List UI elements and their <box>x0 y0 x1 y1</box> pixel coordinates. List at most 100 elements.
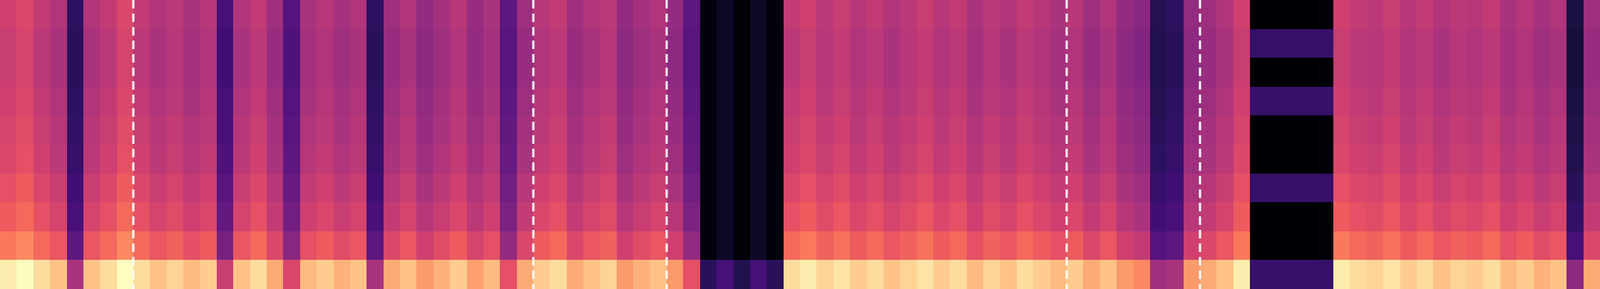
heatmap-cell <box>1200 173 1218 204</box>
heatmap-cell <box>1349 202 1367 232</box>
heatmap-cell <box>1249 202 1268 232</box>
heatmap-cell <box>733 57 751 87</box>
heatmap-cell <box>800 29 818 59</box>
heatmap-cell <box>650 115 668 145</box>
heatmap-cell <box>650 173 668 204</box>
heatmap-cell <box>1566 29 1584 59</box>
heatmap-cell <box>449 57 468 87</box>
heatmap-cell <box>1066 144 1084 174</box>
heatmap-cell <box>416 57 434 87</box>
heatmap-cell <box>899 202 917 232</box>
heatmap-cell <box>1233 202 1251 232</box>
heatmap-cell <box>416 115 434 145</box>
heatmap-cell <box>700 86 718 117</box>
heatmap-cell <box>200 57 218 87</box>
heatmap-cell <box>883 202 901 232</box>
heatmap-cell <box>99 29 117 59</box>
heatmap-cell <box>1116 29 1134 59</box>
heatmap-cell <box>1466 260 1484 289</box>
heatmap-cell <box>200 260 218 289</box>
heatmap-cell <box>149 202 167 232</box>
heatmap-cell <box>566 115 584 145</box>
heatmap-cell <box>1566 0 1584 30</box>
heatmap-cell <box>867 260 885 289</box>
heatmap-cell <box>0 29 18 59</box>
heatmap-cell <box>1433 144 1451 174</box>
heatmap-cell <box>1166 0 1184 30</box>
heatmap-cell <box>733 260 751 289</box>
heatmap-cell <box>216 260 234 289</box>
heatmap-cell <box>549 144 567 174</box>
heatmap-cell <box>1500 173 1518 204</box>
heatmap-cell <box>166 29 184 59</box>
heatmap-cell <box>683 260 701 289</box>
heatmap-cell <box>449 202 468 232</box>
heatmap-cell <box>250 231 268 261</box>
heatmap-cell <box>0 57 18 87</box>
heatmap-cell <box>283 260 301 289</box>
heatmap-cell <box>1000 0 1018 30</box>
heatmap-cell <box>200 231 218 261</box>
heatmap-cell <box>966 260 984 289</box>
heatmap-cell <box>949 57 967 87</box>
heatmap-cell <box>1433 173 1451 204</box>
heatmap-cell <box>1533 29 1551 59</box>
heatmap-cell <box>1483 231 1501 261</box>
heatmap-cell <box>1316 0 1335 30</box>
heatmap-cell <box>1249 29 1268 59</box>
heatmap-cell <box>1267 29 1285 59</box>
heatmap-cell <box>1333 231 1351 261</box>
heatmap-cell <box>300 57 318 87</box>
heatmap-cell <box>766 260 784 289</box>
heatmap-cell <box>516 202 535 232</box>
heatmap-cell <box>483 144 501 174</box>
heatmap-cell <box>366 231 384 261</box>
heatmap-cell <box>333 57 351 87</box>
heatmap-cell <box>16 260 34 289</box>
heatmap-cell <box>816 0 834 30</box>
heatmap-cell <box>1283 173 1301 204</box>
heatmap-cell <box>1366 86 1384 117</box>
heatmap-cell <box>1133 260 1151 289</box>
heatmap-cell <box>1333 173 1351 204</box>
heatmap-cell <box>549 86 567 117</box>
heatmap-cell <box>1150 173 1168 204</box>
heatmap-cell <box>333 29 351 59</box>
heatmap-cell <box>766 144 784 174</box>
heatmap-cell <box>1416 29 1434 59</box>
heatmap-cell <box>1366 173 1384 204</box>
heatmap-cell <box>1116 231 1134 261</box>
heatmap-cell <box>33 173 51 204</box>
heatmap-cell <box>833 260 851 289</box>
heatmap-cell <box>583 86 601 117</box>
heatmap-cell <box>400 173 418 204</box>
heatmap-cell <box>1433 0 1451 30</box>
heatmap-cell <box>1483 260 1501 289</box>
heatmap-cell <box>1583 144 1600 174</box>
heatmap-cell <box>283 29 301 59</box>
heatmap-cell <box>883 115 901 145</box>
heatmap-cell <box>67 202 85 232</box>
heatmap-cell <box>1150 202 1168 232</box>
heatmap-cell <box>1550 115 1568 145</box>
heatmap-cell <box>333 144 351 174</box>
heatmap-cell <box>1433 202 1451 232</box>
heatmap-cell <box>1016 231 1034 261</box>
heatmap-cell <box>849 86 868 117</box>
heatmap-cell <box>533 202 551 232</box>
heatmap-cell <box>666 202 684 232</box>
heatmap-cell <box>1283 57 1301 87</box>
heatmap-cell <box>583 115 601 145</box>
heatmap-cell <box>116 86 135 117</box>
heatmap-cell <box>116 57 135 87</box>
heatmap-cell <box>949 231 967 261</box>
heatmap-cell <box>1000 115 1018 145</box>
heatmap-cell <box>716 173 734 204</box>
heatmap-cell <box>83 173 101 204</box>
heatmap-cell <box>99 231 117 261</box>
heatmap-cell <box>49 202 68 232</box>
heatmap-cell <box>166 86 184 117</box>
heatmap-cell <box>1183 144 1201 174</box>
heatmap-cell <box>416 86 434 117</box>
heatmap-cell <box>883 29 901 59</box>
